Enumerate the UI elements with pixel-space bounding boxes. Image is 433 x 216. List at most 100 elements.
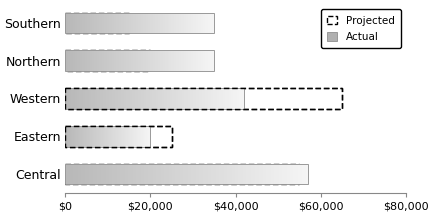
Bar (106, 13, 107, 33)
Bar (208, 50, 209, 71)
Bar (195, 88, 196, 109)
Bar (92, 50, 93, 71)
Bar (89, 88, 90, 109)
Bar (183, 164, 185, 184)
Bar (79, 50, 80, 71)
Bar (216, 164, 217, 184)
Bar (168, 88, 169, 109)
Bar (209, 13, 210, 33)
Bar (114, 164, 115, 184)
Bar (214, 164, 216, 184)
Bar (94, 13, 95, 33)
Bar (109, 88, 110, 109)
Bar (194, 88, 195, 109)
Bar (65, 50, 214, 71)
Bar (186, 88, 187, 109)
Bar (259, 164, 261, 184)
Bar (158, 13, 159, 33)
Bar (137, 126, 138, 147)
Bar (167, 13, 168, 33)
Bar (168, 50, 169, 71)
Bar (221, 88, 223, 109)
Bar (124, 50, 125, 71)
Bar (162, 88, 163, 109)
Bar (112, 126, 113, 147)
Bar (113, 88, 114, 109)
Bar (235, 88, 236, 109)
Bar (292, 164, 294, 184)
Bar (142, 126, 143, 147)
Bar (108, 13, 109, 33)
Bar (207, 164, 209, 184)
Bar (190, 164, 191, 184)
Bar (175, 50, 177, 71)
Bar (66, 50, 67, 71)
Bar (161, 13, 162, 33)
Bar (158, 50, 159, 71)
Bar (230, 88, 231, 109)
Bar (74, 88, 76, 109)
Bar (67, 50, 68, 71)
Bar (136, 164, 138, 184)
Bar (121, 88, 123, 109)
Bar (96, 13, 97, 33)
Bar (76, 88, 77, 109)
Bar (181, 50, 182, 71)
Bar (141, 126, 142, 147)
Bar (114, 13, 115, 33)
Bar (150, 50, 151, 71)
Bar (96, 164, 97, 184)
Bar (68, 50, 69, 71)
Bar (149, 13, 150, 33)
Bar (73, 164, 75, 184)
Bar (131, 50, 132, 71)
Bar (130, 164, 132, 184)
Bar (159, 164, 161, 184)
Bar (103, 88, 104, 109)
Bar (191, 88, 193, 109)
Bar (119, 88, 120, 109)
Bar (142, 50, 144, 71)
Bar (85, 126, 86, 147)
Bar (115, 50, 116, 71)
Bar (169, 164, 170, 184)
Bar (66, 13, 67, 33)
Bar (220, 88, 221, 109)
Bar (101, 50, 102, 71)
Bar (114, 50, 115, 71)
Bar (109, 50, 110, 71)
Bar (79, 126, 80, 147)
Bar (152, 88, 153, 109)
Bar (188, 50, 189, 71)
Bar (164, 50, 165, 71)
Bar (65, 13, 66, 33)
Bar (73, 13, 74, 33)
Bar (177, 88, 178, 109)
Bar (129, 88, 131, 109)
Bar (184, 13, 185, 33)
Bar (82, 126, 83, 147)
Bar (73, 126, 74, 147)
Bar (140, 126, 141, 147)
Bar (218, 88, 219, 109)
Bar (209, 50, 210, 71)
Bar (196, 13, 197, 33)
Bar (161, 164, 162, 184)
Bar (305, 164, 307, 184)
Bar (118, 126, 119, 147)
Bar (119, 126, 120, 147)
Bar (139, 88, 140, 109)
Bar (100, 88, 101, 109)
Bar (195, 164, 196, 184)
Bar (66, 126, 67, 147)
Bar (106, 50, 107, 71)
Bar (195, 50, 196, 71)
Bar (65, 126, 66, 147)
Bar (152, 164, 154, 184)
Bar (153, 88, 155, 109)
Bar (230, 164, 232, 184)
Bar (134, 88, 136, 109)
Bar (123, 164, 125, 184)
Bar (200, 88, 201, 109)
Bar (99, 126, 100, 147)
